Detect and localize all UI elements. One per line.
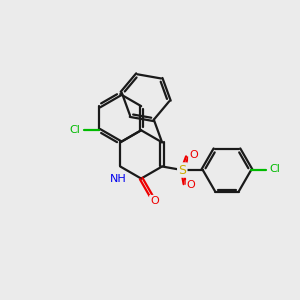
Text: O: O (187, 180, 196, 190)
Text: S: S (178, 164, 186, 177)
Text: O: O (189, 150, 198, 160)
Text: O: O (150, 196, 159, 206)
Text: Cl: Cl (270, 164, 281, 174)
Text: NH: NH (110, 174, 126, 184)
Text: Cl: Cl (69, 125, 80, 135)
